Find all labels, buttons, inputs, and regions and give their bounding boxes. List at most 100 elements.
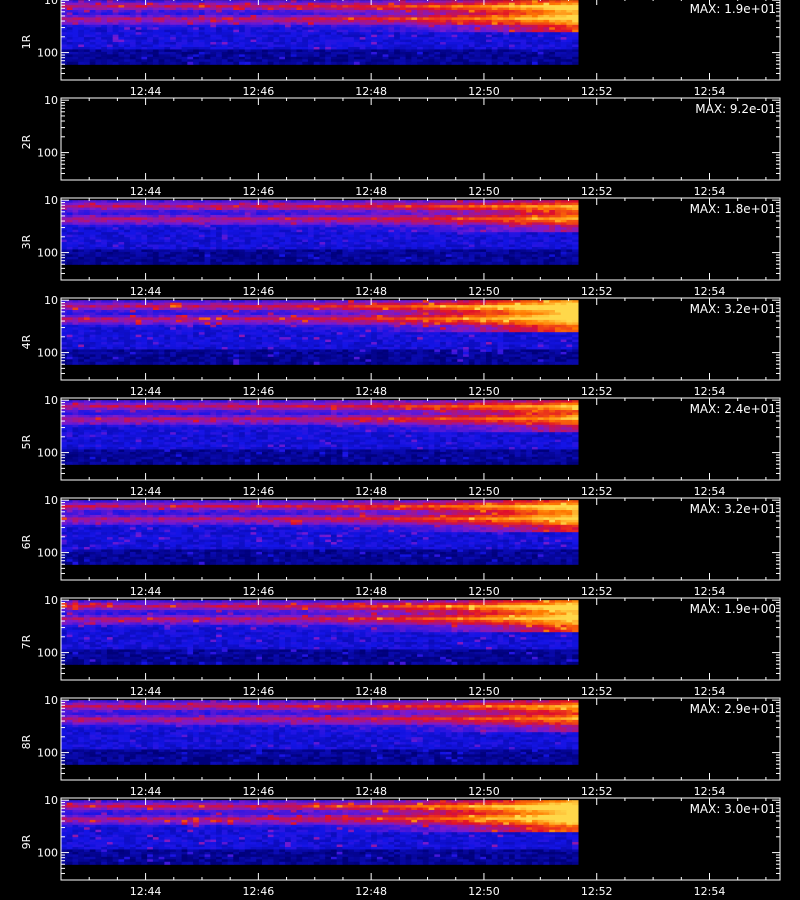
y-tick-label: 10 — [44, 0, 58, 7]
heatmap-cells — [61, 800, 579, 865]
max-annotation: MAX: 3.2e+01 — [690, 502, 776, 516]
y-ticks — [61, 100, 780, 180]
x-tick-label: 12:46 — [243, 385, 275, 398]
x-tick-label: 12:46 — [243, 85, 275, 98]
y-tick-label: 100 — [37, 47, 58, 60]
x-tick-label: 12:44 — [130, 385, 162, 398]
panel-4r: 100 10 12:44 12:46 12:48 12:50 12:52 12:54 4R MAX… — [20, 294, 780, 398]
x-tick-label: 12:52 — [581, 85, 613, 98]
x-tick-label: 12:50 — [468, 585, 500, 598]
x-tick-label: 12:54 — [694, 85, 726, 98]
x-tick-label: 12:46 — [243, 685, 275, 698]
max-annotation: MAX: 3.0e+01 — [690, 802, 776, 816]
x-tick-label: 12:54 — [694, 485, 726, 498]
panel-label: 3R — [20, 234, 33, 249]
heatmap-cells — [61, 200, 579, 265]
x-tick-label: 12:52 — [581, 885, 613, 898]
x-tick-label: 12:54 — [694, 185, 726, 198]
x-tick-label: 12:52 — [581, 785, 613, 798]
x-tick-label: 12:48 — [355, 385, 387, 398]
x-tick-label: 12:48 — [355, 685, 387, 698]
x-tick-label: 12:52 — [581, 585, 613, 598]
x-tick-label: 12:52 — [581, 685, 613, 698]
x-tick-label: 12:44 — [130, 185, 162, 198]
y-tick-label: 100 — [37, 547, 58, 560]
x-tick-label: 12:54 — [694, 885, 726, 898]
x-tick-label: 12:44 — [130, 685, 162, 698]
y-tick-label: 100 — [37, 447, 58, 460]
heatmap-cells — [61, 0, 579, 65]
y-tick-label: 10 — [44, 394, 58, 407]
panel-label: 2R — [20, 134, 33, 149]
x-tick-label: 12:44 — [130, 485, 162, 498]
panel-6r: 100 10 12:44 12:46 12:48 12:50 12:52 12:54 6R MAX… — [20, 494, 780, 598]
y-tick-label: 10 — [44, 594, 58, 607]
panel-label: 5R — [20, 434, 33, 449]
y-tick-label: 100 — [37, 847, 58, 860]
x-tick-label: 12:50 — [468, 485, 500, 498]
x-tick-label: 12:50 — [468, 285, 500, 298]
y-tick-label: 10 — [44, 94, 58, 107]
heatmap-cells — [61, 300, 579, 365]
x-tick-label: 12:46 — [243, 185, 275, 198]
x-tick-label: 12:50 — [468, 85, 500, 98]
heatmap-cells — [61, 400, 579, 465]
panel-label: 6R — [20, 534, 33, 549]
x-tick-label: 12:44 — [130, 85, 162, 98]
x-tick-label: 12:48 — [355, 285, 387, 298]
x-tick-label: 12:44 — [130, 285, 162, 298]
x-tick-label: 12:50 — [468, 185, 500, 198]
x-tick-label: 12:50 — [468, 885, 500, 898]
y-tick-label: 100 — [37, 247, 58, 260]
y-tick-label: 100 — [37, 747, 58, 760]
y-tick-label: 100 — [37, 347, 58, 360]
x-tick-label: 12:54 — [694, 785, 726, 798]
max-annotation: MAX: 3.2e+01 — [690, 302, 776, 316]
y-tick-label: 10 — [44, 294, 58, 307]
x-tick-label: 12:50 — [468, 685, 500, 698]
panel-label: 4R — [20, 334, 33, 349]
x-tick-label: 12:44 — [130, 585, 162, 598]
x-tick-label: 12:54 — [694, 585, 726, 598]
y-tick-label: 100 — [37, 647, 58, 660]
x-tick-label: 12:50 — [468, 385, 500, 398]
x-tick-label: 12:54 — [694, 685, 726, 698]
x-tick-label: 12:54 — [694, 385, 726, 398]
x-tick-label: 12:44 — [130, 885, 162, 898]
max-annotation: MAX: 2.4e+01 — [690, 402, 776, 416]
x-tick-label: 12:48 — [355, 885, 387, 898]
max-annotation: MAX: 9.2e-01 — [695, 102, 776, 116]
heatmap-cells — [61, 700, 579, 765]
x-tick-label: 12:44 — [130, 785, 162, 798]
x-tick-label: 12:52 — [581, 385, 613, 398]
x-tick-label: 12:46 — [243, 885, 275, 898]
y-tick-label: 10 — [44, 694, 58, 707]
max-annotation: MAX: 1.8e+01 — [690, 202, 776, 216]
x-tick-label: 12:48 — [355, 585, 387, 598]
plot-frame — [61, 98, 780, 180]
x-tick-label: 12:46 — [243, 285, 275, 298]
x-tick-label: 12:54 — [694, 285, 726, 298]
y-tick-label: 10 — [44, 194, 58, 207]
y-tick-label: 10 — [44, 494, 58, 507]
panel-label: 9R — [20, 834, 33, 849]
max-annotation: MAX: 2.9e+01 — [690, 702, 776, 716]
y-tick-label: 100 — [37, 147, 58, 160]
x-tick-label: 12:46 — [243, 485, 275, 498]
max-annotation: MAX: 1.9e+00 — [690, 602, 776, 616]
x-tick-label: 12:48 — [355, 85, 387, 98]
panel-label: 8R — [20, 734, 33, 749]
max-annotation: MAX: 1.9e+01 — [690, 2, 776, 16]
x-tick-label: 12:48 — [355, 185, 387, 198]
x-tick-label: 12:48 — [355, 785, 387, 798]
x-ticks — [61, 98, 766, 180]
x-tick-label: 12:46 — [243, 585, 275, 598]
heatmap-cells — [61, 500, 579, 565]
